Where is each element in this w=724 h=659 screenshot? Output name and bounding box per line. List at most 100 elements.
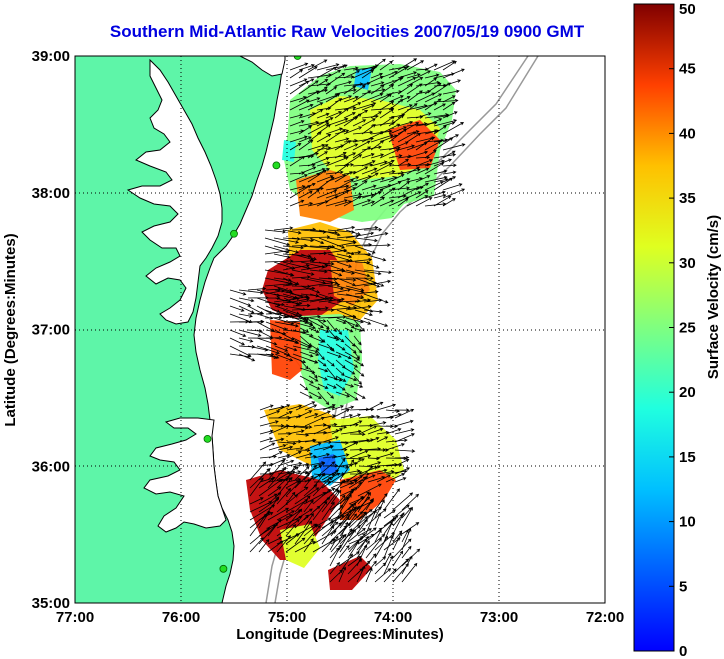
velocity-arrow (335, 391, 351, 398)
velocity-arrow (268, 451, 283, 459)
velocity-arrow (433, 158, 452, 167)
velocity-arrow (334, 129, 350, 135)
colorbar-tick-label: 50 (679, 1, 696, 18)
velocity-arrow (401, 545, 412, 559)
velocity-arrow (343, 85, 357, 95)
velocity-arrow (307, 143, 326, 151)
velocity-arrow (308, 343, 320, 351)
velocity-arrow (343, 152, 357, 159)
colorbar-tick-label: 5 (679, 578, 687, 595)
velocity-arrow (354, 225, 379, 231)
velocity-arrow (298, 64, 315, 71)
velocity-arrow (442, 183, 463, 191)
velocity-arrow (442, 79, 462, 87)
velocity-arrow (330, 458, 346, 481)
velocity-arrow (309, 281, 335, 287)
velocity-arrow (388, 65, 410, 71)
velocity-arrow (335, 367, 345, 376)
velocity-arrow (308, 367, 318, 379)
y-tick-label: 35:00 (32, 595, 70, 612)
velocity-arrow (238, 337, 254, 343)
velocity-arrow (336, 269, 355, 275)
velocity-arrow (326, 391, 335, 399)
velocity-arrow (300, 245, 331, 251)
velocity-arrow (383, 488, 400, 511)
velocity-arrow (353, 343, 363, 354)
velocity-arrow (353, 383, 364, 388)
velocity-arrow (317, 335, 326, 343)
velocity-arrow (433, 98, 459, 103)
velocity-arrow (264, 229, 287, 234)
velocity-arrow (415, 182, 429, 191)
velocity-arrow (334, 88, 357, 95)
velocity-arrow (349, 458, 365, 467)
velocity-arrow (397, 71, 417, 79)
velocity-arrow (401, 555, 413, 575)
velocity-arrow (298, 166, 317, 175)
velocity-arrow (367, 401, 384, 411)
y-axis-ticks: 39:00 38:00 37:00 36:00 35:00 (32, 48, 70, 612)
velocity-arrow (383, 555, 394, 575)
velocity-arrow (379, 93, 393, 103)
colorbar-tick-label: 20 (679, 384, 696, 401)
velocity-arrow (343, 126, 363, 135)
velocity-arrow (265, 311, 283, 316)
velocity-arrow (316, 195, 339, 207)
velocity-arrow (276, 470, 296, 489)
velocity-arrow (322, 404, 336, 411)
velocity-arrow (294, 508, 313, 521)
velocity-arrow (299, 319, 314, 327)
velocity-arrow (370, 81, 385, 87)
velocity-arrow (303, 524, 321, 545)
velocity-arrow (361, 200, 376, 207)
velocity-arrow (385, 427, 402, 435)
velocity-arrow (424, 159, 445, 167)
velocity-arrow (334, 140, 352, 151)
y-axis-label: Latitude (Degrees:Minutes) (2, 233, 19, 426)
velocity-arrow (374, 493, 388, 511)
velocity-arrow (238, 353, 256, 362)
velocity-arrow (365, 553, 377, 567)
velocity-arrow (345, 231, 375, 239)
velocity-arrow (335, 375, 347, 382)
velocity-arrow (295, 448, 311, 453)
x-tick-label: 76:00 (162, 609, 200, 626)
velocity-arrow (379, 70, 399, 79)
velocity-arrow (307, 97, 321, 103)
velocity-arrow (361, 104, 375, 111)
velocity-arrow (289, 69, 304, 79)
velocity-arrow (273, 226, 294, 231)
velocity-arrow (317, 359, 327, 367)
velocity-arrow (329, 535, 339, 551)
velocity-arrow (345, 229, 361, 236)
velocity-arrow (316, 151, 328, 159)
velocity-arrow (313, 480, 332, 484)
radar-station-marker (203, 434, 212, 443)
map-grid (75, 56, 605, 603)
velocity-arrow (385, 443, 405, 451)
velocity-arrow (312, 476, 332, 497)
velocity-arrow (276, 535, 291, 553)
hf-radar-stations (203, 56, 302, 573)
velocity-arrow (352, 102, 377, 111)
velocity-arrow (383, 517, 395, 543)
velocity-arrow (268, 468, 286, 475)
velocity-arrow (267, 486, 282, 497)
velocity-arrow (354, 290, 379, 295)
velocity-arrow (326, 335, 340, 341)
velocity-arrow (383, 537, 401, 551)
velocity-arrow (294, 487, 320, 505)
velocity-arrow (298, 80, 319, 95)
velocity-arrow (303, 499, 314, 513)
velocity-arrow (268, 437, 285, 443)
velocity-arrow (349, 432, 366, 437)
velocity-arrow (299, 383, 309, 391)
velocity-arrow (304, 413, 319, 419)
velocity-arrow (329, 511, 342, 527)
velocity-arrow (376, 436, 389, 443)
velocity-arrow (291, 269, 315, 276)
velocity-arrow (307, 102, 324, 111)
velocity-arrow (249, 477, 264, 497)
velocity-arrow (415, 197, 433, 207)
velocity-arrow (365, 560, 377, 575)
